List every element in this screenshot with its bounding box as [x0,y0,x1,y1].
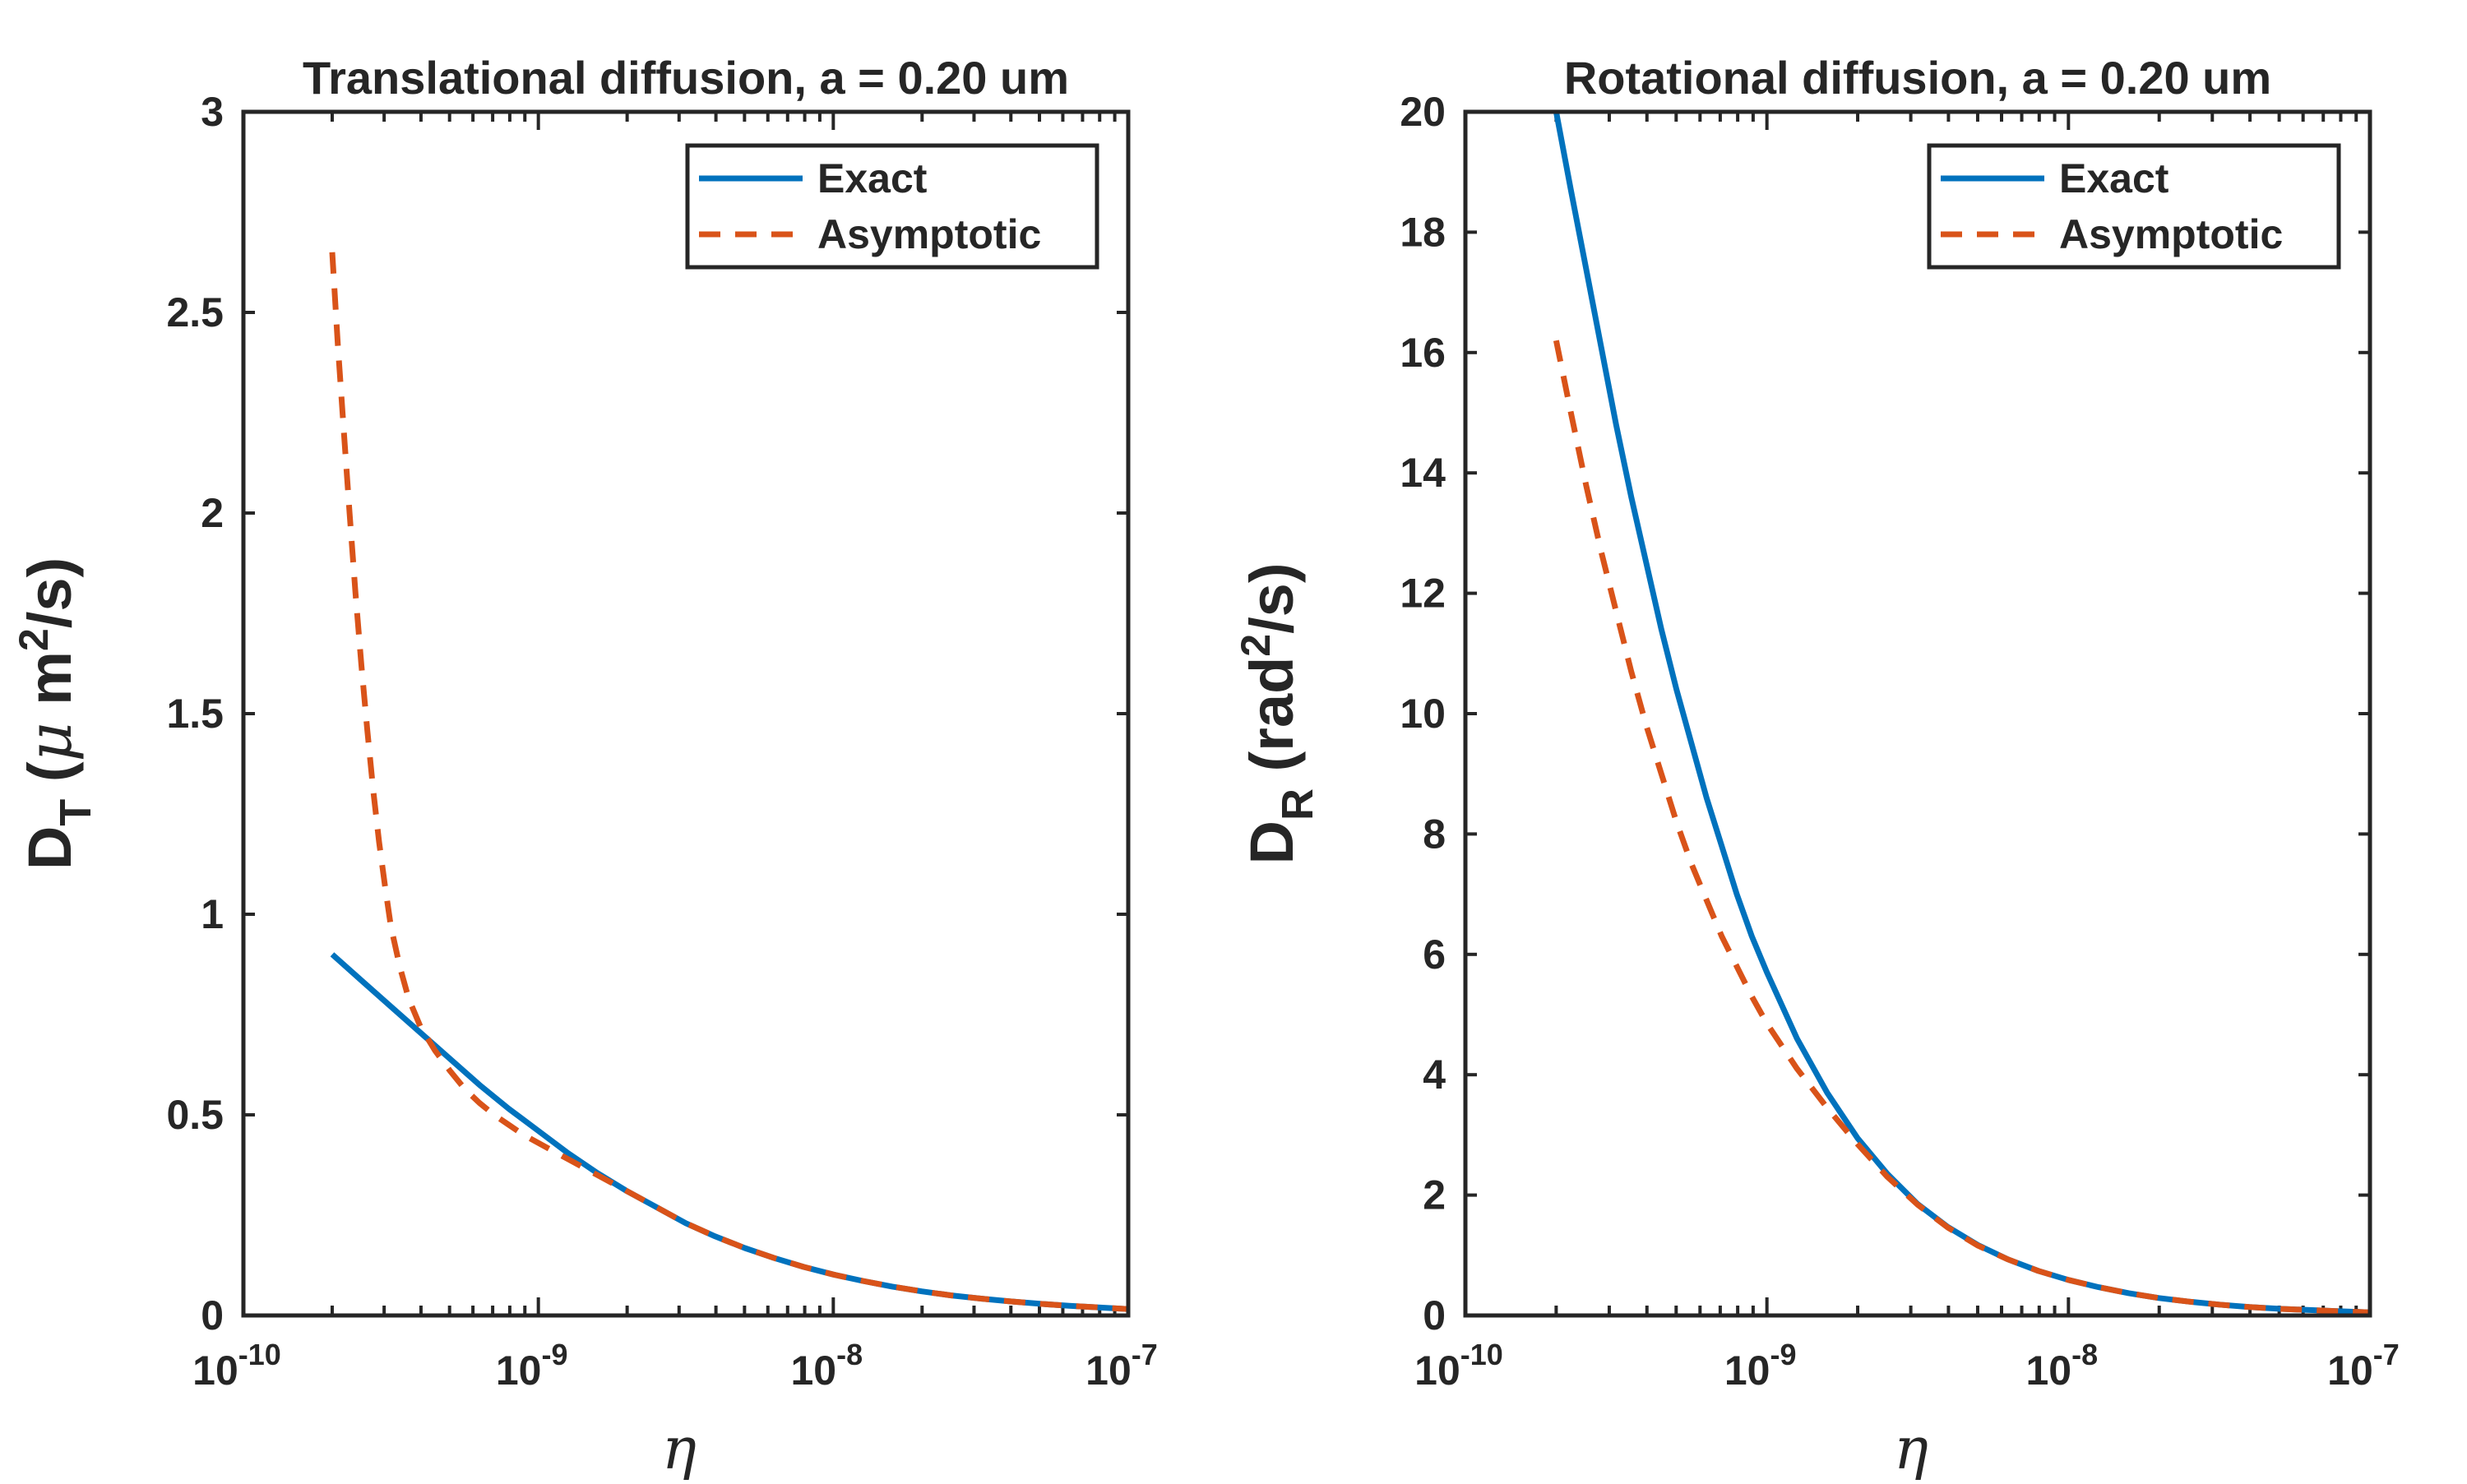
x-tick-label: 10-10 [1414,1338,1503,1394]
y-tick-label: 20 [1400,89,1446,135]
x-tick-base: 10 [2327,1348,2373,1394]
legend: Exact Asymptotic [1927,143,2341,270]
x-tick-base: 10 [1414,1348,1460,1394]
y-label-mu: μ [15,722,86,761]
legend-label-exact: Exact [2059,155,2169,201]
y-tick-label: 2 [201,490,224,536]
y-tick-label: 4 [1423,1052,1446,1098]
y-label-unit: m [16,651,84,722]
x-tick-label: 10-9 [496,1338,568,1394]
y-label-subscript: R [1273,788,1322,821]
x-tick-exponent: -8 [836,1338,863,1371]
x-tick-base: 10 [1724,1348,1770,1394]
x-axis-label: η [662,1415,697,1480]
y-tick-label: 8 [1423,811,1446,857]
y-label-symbol: D [1238,821,1306,864]
x-axis-label: η [1894,1415,1928,1480]
plot-area [243,112,1128,1315]
legend: Exact Asymptotic [685,143,1099,270]
y-label-symbol: D [16,826,84,870]
y-tick-label: 0.5 [166,1092,224,1138]
axes-box [1463,109,2372,1318]
plot-area [1465,112,2370,1315]
y-tick-label: 0 [1423,1292,1446,1338]
y-tick-label: 3 [201,89,224,135]
legend-box [1927,143,2341,270]
y-tick-label: 18 [1400,209,1446,255]
x-tick-label: 10-8 [2026,1338,2099,1394]
y-tick-label: 0 [201,1292,224,1338]
x-tick-label: 10-9 [1724,1338,1797,1394]
axes-box [241,109,1131,1318]
series-line-asymptotic [1553,340,2370,1315]
y-tick-label: 16 [1400,330,1446,376]
series-line-exact [1553,112,2370,1315]
y-tick-label: 10 [1400,691,1446,737]
x-tick-exponent: -9 [1770,1338,1796,1371]
x-tick-exponent: -7 [2373,1338,2400,1371]
x-tick-base: 10 [192,1348,238,1394]
y-tick-label: 6 [1423,932,1446,978]
y-label-superscript: 2 [11,628,57,651]
y-label-subscript: T [51,799,100,826]
y-label-open: ( [16,761,84,799]
y-label-open: (rad [1238,657,1306,788]
chart-title: Translational diffusion, a = 0.20 um [303,52,1069,104]
x-tick-base: 10 [791,1348,837,1394]
y-tick-label: 14 [1400,450,1446,496]
y-tick-label: 1 [201,891,224,937]
x-tick-exponent: -10 [1460,1338,1503,1371]
y-tick-label: 1.5 [166,691,224,737]
y-tick-label: 2 [1423,1172,1446,1218]
y-label-tail: /s) [16,557,84,628]
x-tick-label: 10-7 [2327,1338,2400,1394]
y-tick-label: 2.5 [166,289,224,335]
x-tick-exponent: -9 [541,1338,567,1371]
x-tick-label: 10-10 [192,1338,281,1394]
y-axis-label: DT (μ m2/s) [11,557,100,870]
x-tick-base: 10 [1085,1348,1132,1394]
legend-label-asymptotic: Asymptotic [2059,211,2283,257]
chart-title: Rotational diffusion, a = 0.20 um [1564,52,2271,104]
x-tick-exponent: -10 [238,1338,281,1371]
y-tick-label: 12 [1400,571,1446,617]
y-label-superscript: 2 [1233,634,1279,657]
x-tick-exponent: -8 [2071,1338,2098,1371]
x-tick-label: 10-8 [791,1338,863,1394]
series-line-asymptotic [329,252,1128,1312]
x-tick-exponent: -7 [1132,1338,1158,1371]
x-tick-base: 10 [2026,1348,2072,1394]
y-axis-label: DR (rad2/s) [1233,563,1322,865]
x-tick-label: 10-7 [1085,1338,1158,1394]
legend-box [685,143,1099,270]
legend-label-asymptotic: Asymptotic [817,211,1041,257]
legend-label-exact: Exact [817,155,928,201]
y-label-tail: /s) [1238,563,1306,634]
x-tick-base: 10 [496,1348,542,1394]
